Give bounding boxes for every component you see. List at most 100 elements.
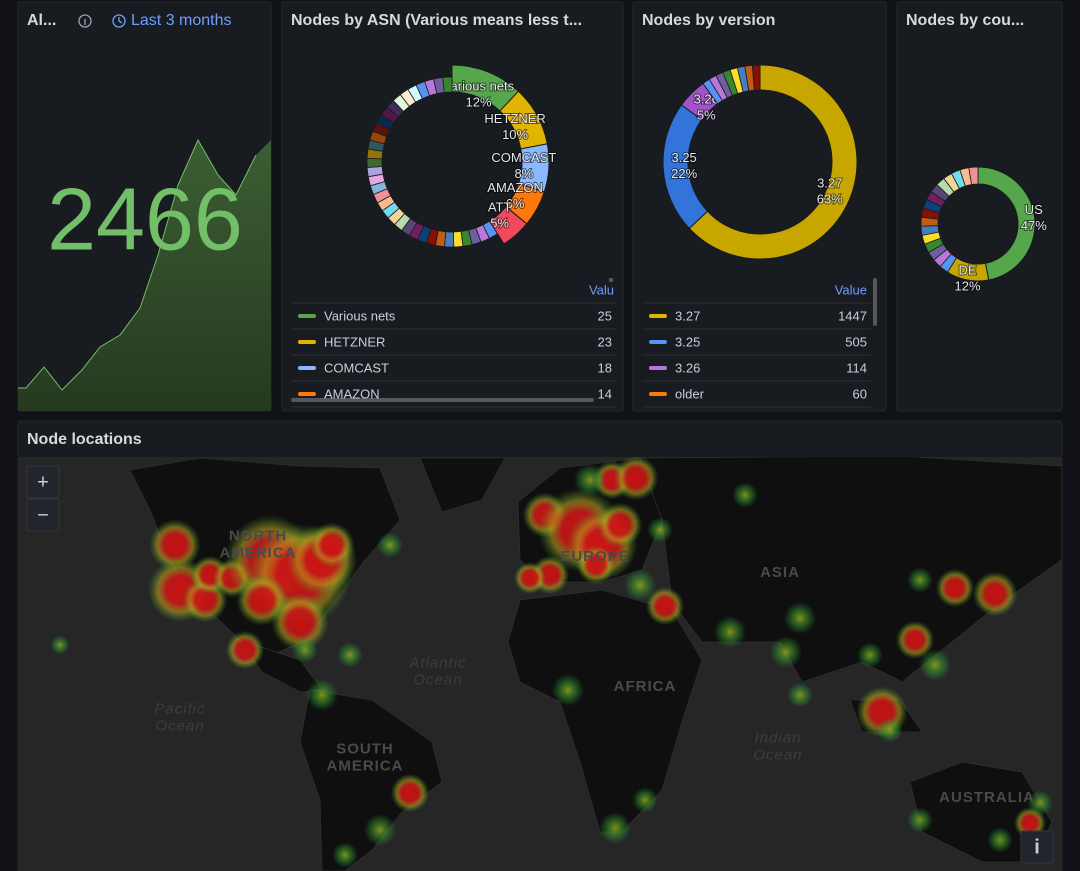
map-label: NORTH [229, 527, 287, 544]
map-label: Ocean [753, 746, 802, 763]
legend-value: 505 [845, 334, 867, 349]
slice-label: HETZNER [484, 111, 545, 126]
slice-percent: 12% [465, 94, 491, 109]
panel [896, 1, 1063, 412]
map-label: ASIA [760, 564, 800, 581]
heat-spot [576, 545, 616, 585]
slice-label: 3.27 [817, 176, 842, 191]
slice-percent: 6% [506, 196, 525, 211]
heat-spot [732, 482, 758, 508]
donut-slice [688, 64, 858, 260]
info-icon[interactable] [78, 14, 92, 28]
slice-label: US [1025, 202, 1043, 217]
slice-label: Various nets [443, 78, 515, 93]
map-label: SOUTH [336, 740, 394, 757]
slice-percent: 10% [502, 127, 528, 142]
heat-spot [552, 674, 584, 706]
panel-title: Nodes by version [642, 12, 775, 29]
sparkline-area [18, 140, 271, 411]
donut-slice-unlabeled [968, 166, 979, 185]
heat-spot [309, 522, 355, 568]
heat-spot [1027, 790, 1053, 816]
time-range[interactable]: Last 3 months [131, 12, 232, 29]
slice-percent: 5% [490, 215, 509, 230]
legend-value: 60 [853, 386, 867, 401]
heat-spot [306, 679, 338, 711]
legend-name: Various nets [324, 308, 396, 323]
panel-title: Al... [27, 12, 56, 29]
clock-icon [112, 14, 126, 28]
heat-spot [714, 616, 746, 648]
panel [281, 1, 624, 412]
heat-spot [225, 630, 265, 670]
land [419, 457, 506, 513]
donut-slice-unlabeled [453, 230, 464, 248]
heat-spot [337, 642, 363, 668]
slice-label: AMAZON [487, 180, 543, 195]
slice-label: 3.25 [671, 150, 696, 165]
map-label: EUROPE [560, 548, 629, 565]
map-label: Ocean [155, 717, 204, 734]
legend-name: COMCAST [324, 360, 389, 375]
heat-spot [935, 568, 975, 608]
slice-label: DE [958, 262, 976, 277]
legend-value: 18 [598, 360, 612, 375]
map-label: Pacific [154, 700, 205, 717]
heat-spot [647, 517, 673, 543]
heat-spot [907, 807, 933, 833]
zoom-out-label: − [37, 504, 49, 526]
donut-slice-unlabeled [366, 157, 383, 168]
land [299, 689, 443, 871]
heat-spot [613, 457, 659, 501]
legend-header[interactable]: Value [835, 282, 867, 297]
heat-spot [50, 635, 70, 655]
legend-name: 3.25 [675, 334, 700, 349]
legend-name: AMAZON [324, 386, 380, 401]
heat-spot [919, 649, 951, 681]
panel-title: Nodes by ASN (Various means less t... [291, 12, 582, 29]
heat-spot [597, 502, 643, 548]
heat-spot [149, 519, 201, 571]
legend-value: 114 [846, 360, 867, 375]
clock-hands [118, 17, 123, 24]
slice-label: ATT [488, 199, 512, 214]
heat-spot [624, 569, 656, 601]
scrollbar[interactable] [291, 398, 594, 402]
zoom-in-label: + [37, 471, 49, 493]
heat-spot [514, 562, 546, 594]
heat-spot [574, 464, 606, 496]
slice-percent: 12% [954, 278, 980, 293]
map-label: AMERICA [220, 544, 297, 561]
zoom-in-button[interactable] [26, 465, 60, 499]
legend-name: HETZNER [324, 334, 385, 349]
info-button[interactable] [1020, 830, 1054, 864]
heat-spot [271, 593, 329, 651]
zoom-out-button[interactable] [26, 498, 60, 532]
map-label: Ocean [413, 671, 462, 688]
legend-value: 14 [598, 386, 612, 401]
heat-spot [364, 814, 396, 846]
scrollbar[interactable] [873, 278, 877, 326]
donut-slice-unlabeled [751, 64, 761, 91]
heat-spot [632, 787, 658, 813]
heat-spot [972, 571, 1018, 617]
slice-percent: 5% [697, 108, 716, 123]
heat-spot [770, 636, 802, 668]
map-label: AUSTRALIA [939, 789, 1035, 806]
heat-spot [784, 602, 816, 634]
legend-header[interactable]: Valu [589, 282, 614, 297]
slice-percent: 8% [514, 166, 533, 181]
slice-label: COMCAST [491, 150, 556, 165]
heat-spot [907, 567, 933, 593]
map-label: AMERICA [327, 757, 404, 774]
map-label: Indian [755, 729, 802, 746]
heat-spot [645, 586, 685, 626]
legend-name: 3.27 [675, 308, 700, 323]
heat-spot [390, 773, 430, 813]
heat-spot [877, 717, 903, 743]
heat-spot [599, 812, 631, 844]
heat-spot [987, 827, 1013, 853]
legend-value: 1447 [838, 308, 867, 323]
